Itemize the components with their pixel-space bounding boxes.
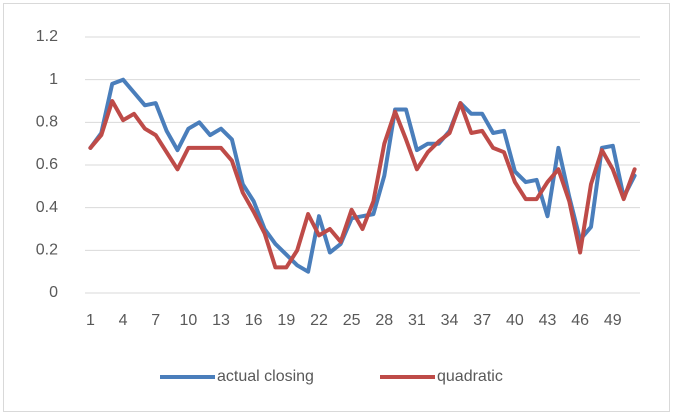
y-tick-label: 0 xyxy=(49,284,58,301)
x-tick-label: 19 xyxy=(277,312,295,329)
x-tick-label: 49 xyxy=(604,312,622,329)
y-tick-label: 0.8 xyxy=(36,114,58,131)
y-tick-label: 1.2 xyxy=(36,28,58,45)
x-tick-label: 22 xyxy=(310,312,328,329)
x-tick-label: 25 xyxy=(343,312,361,329)
x-tick-label: 4 xyxy=(119,312,128,329)
x-tick-label: 16 xyxy=(245,312,263,329)
y-tick-label: 0.4 xyxy=(36,199,58,216)
legend-label: quadratic xyxy=(437,368,503,385)
x-tick-label: 34 xyxy=(441,312,459,329)
x-tick-label: 37 xyxy=(473,312,491,329)
x-tick-label: 13 xyxy=(212,312,230,329)
y-tick-label: 0.2 xyxy=(36,242,58,259)
x-tick-label: 10 xyxy=(179,312,197,329)
x-tick-label: 40 xyxy=(506,312,524,329)
x-tick-label: 46 xyxy=(571,312,589,329)
data-line xyxy=(88,99,637,270)
data-line xyxy=(88,77,637,274)
x-tick-label: 31 xyxy=(408,312,426,329)
legend-label: actual closing xyxy=(217,368,314,385)
x-tick-label: 1 xyxy=(86,312,95,329)
x-tick-label: 28 xyxy=(375,312,393,329)
x-tick-label: 43 xyxy=(539,312,557,329)
y-tick-label: 1 xyxy=(49,71,58,88)
x-tick-label: 7 xyxy=(151,312,160,329)
y-tick-label: 0.6 xyxy=(36,156,58,173)
